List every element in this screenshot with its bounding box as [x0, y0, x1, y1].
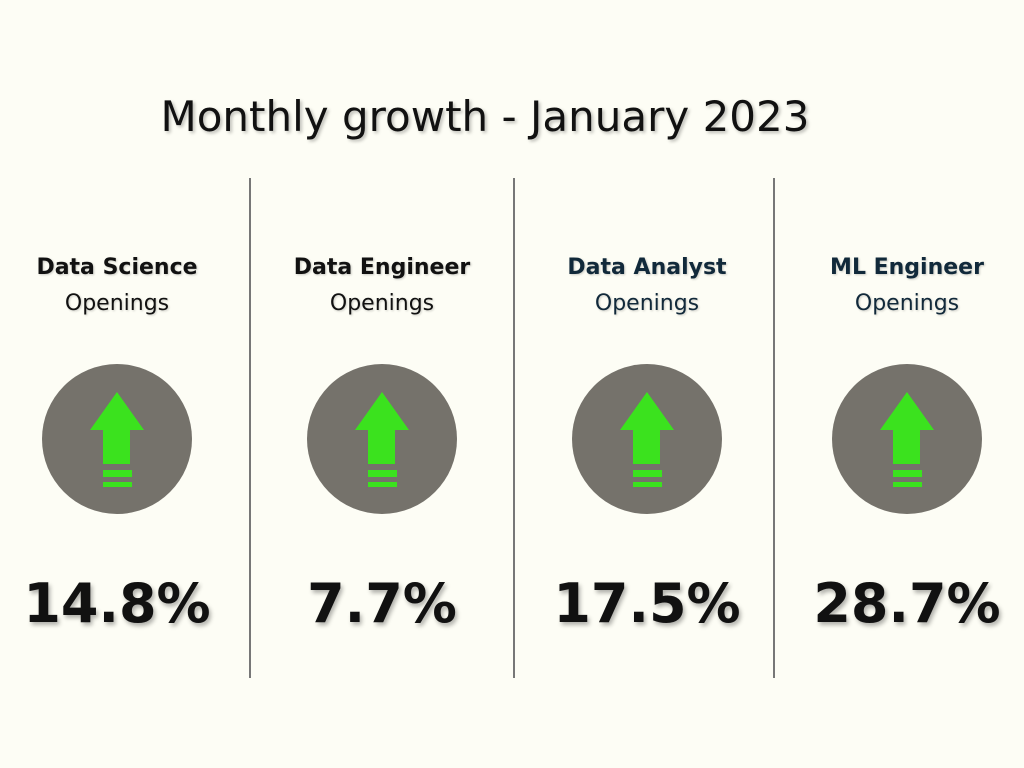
divider [773, 178, 775, 678]
role-label: Data Engineer [293, 255, 471, 280]
openings-label: Openings [854, 291, 960, 316]
growth-value: 28.7% [813, 572, 1001, 635]
role-label: Data Science [36, 255, 198, 280]
metric-card: ML Engineer Openings 28.7% [782, 250, 1024, 635]
role-label: Data Analyst [567, 255, 727, 280]
divider [249, 178, 251, 678]
growth-value: 14.8% [23, 572, 211, 635]
role-label: ML Engineer [830, 255, 984, 280]
metric-card: Data Science Openings 14.8% [0, 250, 242, 635]
openings-label: Openings [64, 291, 170, 316]
metric-card: Data Analyst Openings 17.5% [522, 250, 772, 635]
up-arrow-icon [832, 364, 982, 514]
page-title: Monthly growth - January 2023 [160, 92, 810, 141]
up-arrow-icon [572, 364, 722, 514]
up-arrow-icon [42, 364, 192, 514]
up-arrow-icon [307, 364, 457, 514]
growth-value: 17.5% [553, 572, 741, 635]
openings-label: Openings [594, 291, 700, 316]
metric-card: Data Engineer Openings 7.7% [257, 250, 507, 635]
openings-label: Openings [329, 291, 435, 316]
divider [513, 178, 515, 678]
growth-value: 7.7% [307, 572, 457, 635]
